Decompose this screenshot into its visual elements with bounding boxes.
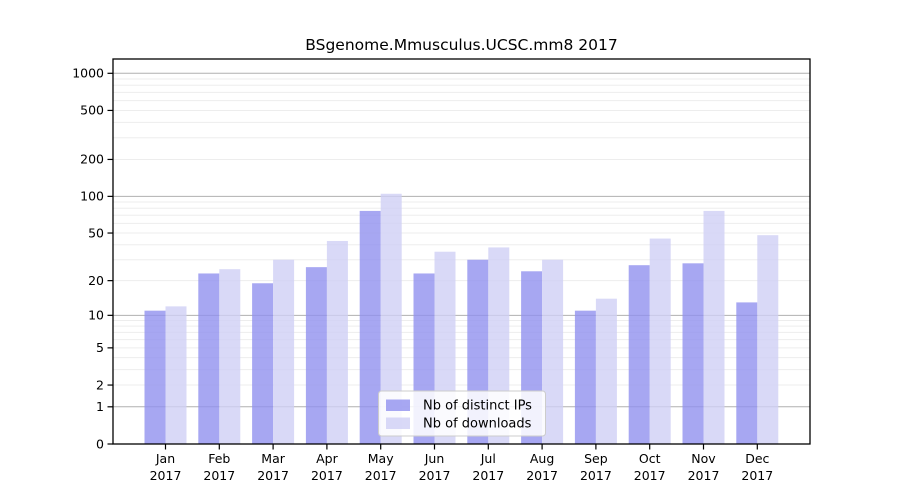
legend-label-nb-of-distinct-ips: Nb of distinct IPs bbox=[423, 399, 532, 414]
bar-nb-of-distinct-ips-feb bbox=[198, 273, 220, 444]
x-tick-label-feb: Feb bbox=[208, 451, 230, 466]
legend-swatch-nb-of-distinct-ips bbox=[386, 399, 410, 411]
y-tick-label-200: 200 bbox=[80, 152, 104, 167]
bar-nb-of-downloads-jan bbox=[165, 306, 187, 444]
x-tick-label-jan: Jan bbox=[155, 451, 175, 466]
chart-title: BSgenome.Mmusculus.UCSC.mm8 2017 bbox=[305, 36, 618, 54]
bar-nb-of-distinct-ips-oct bbox=[628, 265, 650, 444]
legend: Nb of distinct IPs Nb of downloads bbox=[378, 390, 546, 437]
y-tick-label-1000: 1000 bbox=[72, 66, 104, 81]
x-tick-label-sep: Sep bbox=[584, 451, 608, 466]
x-tick-year-label-mar: 2017 bbox=[257, 468, 289, 483]
x-tick-label-aug: Aug bbox=[530, 451, 554, 466]
x-tick-label-may: May bbox=[368, 451, 394, 466]
y-tick-label-20: 20 bbox=[88, 273, 104, 288]
y-tick-label-10: 10 bbox=[88, 308, 104, 323]
y-tick-label-1: 1 bbox=[96, 399, 104, 414]
y-tick-label-100: 100 bbox=[80, 189, 104, 204]
plot-border bbox=[112, 58, 811, 445]
y-tick-label-500: 500 bbox=[80, 103, 104, 118]
bar-nb-of-downloads-nov bbox=[703, 210, 725, 444]
x-tick-year-label-feb: 2017 bbox=[203, 468, 235, 483]
x-tick-label-jun: Jun bbox=[424, 451, 445, 466]
bar-nb-of-distinct-ips-dec bbox=[736, 302, 758, 444]
y-tick-label-5: 5 bbox=[96, 340, 104, 355]
x-tick-label-apr: Apr bbox=[316, 451, 338, 466]
x-tick-year-label-oct: 2017 bbox=[634, 468, 666, 483]
bar-nb-of-downloads-aug bbox=[542, 259, 564, 444]
bar-nb-of-downloads-dec bbox=[757, 235, 779, 444]
legend-label-nb-of-downloads: Nb of downloads bbox=[423, 417, 532, 432]
y-tick-label-2: 2 bbox=[96, 377, 104, 392]
bar-nb-of-distinct-ips-nov bbox=[682, 263, 704, 444]
x-tick-year-label-sep: 2017 bbox=[580, 468, 612, 483]
y-tick-label-0: 0 bbox=[96, 436, 104, 451]
x-tick-year-label-nov: 2017 bbox=[688, 468, 720, 483]
x-tick-year-label-may: 2017 bbox=[365, 468, 397, 483]
x-tick-year-label-jun: 2017 bbox=[419, 468, 451, 483]
x-tick-label-mar: Mar bbox=[261, 451, 285, 466]
bar-nb-of-downloads-oct bbox=[649, 238, 671, 444]
bar-nb-of-downloads-apr bbox=[326, 240, 348, 444]
legend-box bbox=[378, 390, 546, 437]
x-tick-label-jul: Jul bbox=[480, 451, 496, 466]
x-tick-label-nov: Nov bbox=[691, 451, 716, 466]
bar-nb-of-downloads-may bbox=[380, 193, 402, 444]
x-tick-year-label-apr: 2017 bbox=[311, 468, 343, 483]
bar-nb-of-distinct-ips-jan bbox=[144, 310, 166, 444]
legend-swatch-nb-of-downloads bbox=[386, 417, 410, 429]
x-tick-year-label-dec: 2017 bbox=[741, 468, 773, 483]
x-tick-year-label-jan: 2017 bbox=[150, 468, 182, 483]
bar-nb-of-downloads-feb bbox=[219, 269, 241, 444]
x-tick-label-dec: Dec bbox=[745, 451, 769, 466]
bar-nb-of-distinct-ips-mar bbox=[252, 283, 274, 444]
bar-nb-of-distinct-ips-may bbox=[359, 210, 381, 444]
bar-nb-of-downloads-mar bbox=[273, 259, 295, 444]
x-tick-label-oct: Oct bbox=[639, 451, 661, 466]
bar-nb-of-distinct-ips-apr bbox=[305, 267, 327, 444]
bar-nb-of-downloads-sep bbox=[595, 298, 617, 444]
y-tick-label-50: 50 bbox=[88, 225, 104, 240]
x-tick-year-label-jul: 2017 bbox=[472, 468, 504, 483]
bar-nb-of-distinct-ips-sep bbox=[574, 310, 596, 444]
x-tick-year-label-aug: 2017 bbox=[526, 468, 558, 483]
